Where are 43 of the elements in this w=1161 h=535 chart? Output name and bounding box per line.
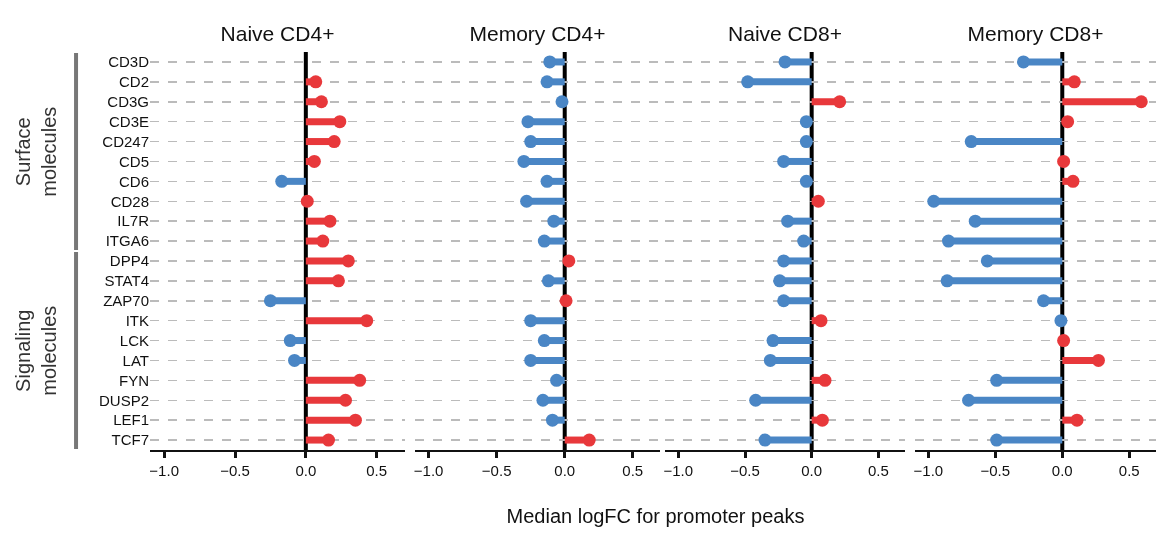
x-tick-label: −0.5: [481, 462, 512, 479]
x-tick-label: 0.5: [1118, 462, 1140, 479]
x-tick-label: 0.0: [554, 462, 576, 479]
y-tick-label: CD3G: [107, 93, 149, 110]
x-tick-label: 0.0: [295, 462, 317, 479]
y-tick-label: ITK: [125, 311, 149, 329]
y-tick-label: DPP4: [109, 252, 149, 270]
y-tick-label: TCF7: [111, 431, 149, 449]
chart-title: Naive CD4+: [220, 22, 335, 46]
chart-title: Memory CD8+: [967, 22, 1104, 46]
chart-title: Memory CD4+: [469, 22, 606, 46]
x-tick-label: −0.5: [980, 462, 1011, 479]
x-tick-label: 0.5: [366, 462, 388, 479]
y-tick-label: ITGA6: [105, 232, 149, 250]
y-tick-label: ZAP70: [103, 292, 149, 309]
x-tick-label: 0.5: [622, 462, 644, 479]
x-tick-label: −1.0: [149, 462, 179, 479]
y-tick-label: CD3D: [108, 53, 150, 71]
y-tick-label: CD247: [102, 132, 149, 150]
y-tick-label: CD5: [118, 152, 149, 170]
y-tick-label: CD2: [118, 73, 149, 91]
y-tick-label: CD28: [110, 192, 149, 210]
text: Surface molecules: [11, 106, 60, 197]
y-tick-label: LEF1: [113, 411, 149, 429]
x-tick-label: 0.0: [801, 462, 823, 479]
y-tick-label: CD3E: [108, 112, 149, 130]
text: Signaling molecules: [11, 305, 60, 396]
x-tick-label: −1.0: [663, 462, 694, 479]
y-tick-label: LAT: [122, 351, 149, 369]
x-tick-label: −0.5: [220, 462, 250, 479]
x-tick-label: 0.5: [867, 462, 889, 479]
x-tick-label: −0.5: [730, 462, 760, 479]
x-tick-label: −1.0: [913, 462, 944, 479]
y-tick-label: IL7R: [117, 212, 150, 230]
chart-title: Naive CD8+: [728, 22, 842, 46]
x-tick-label: −1.0: [413, 462, 444, 479]
y-tick-label: CD6: [118, 172, 149, 190]
x-axis-title: Median logFC for promoter peaks: [505, 505, 806, 528]
y-tick-label: STAT4: [104, 272, 149, 290]
y-tick-label: DUSP2: [98, 391, 149, 409]
x-tick-label: 0.0: [1051, 462, 1073, 479]
y-tick-label: LCK: [119, 331, 149, 349]
y-tick-label: FYN: [119, 371, 149, 389]
